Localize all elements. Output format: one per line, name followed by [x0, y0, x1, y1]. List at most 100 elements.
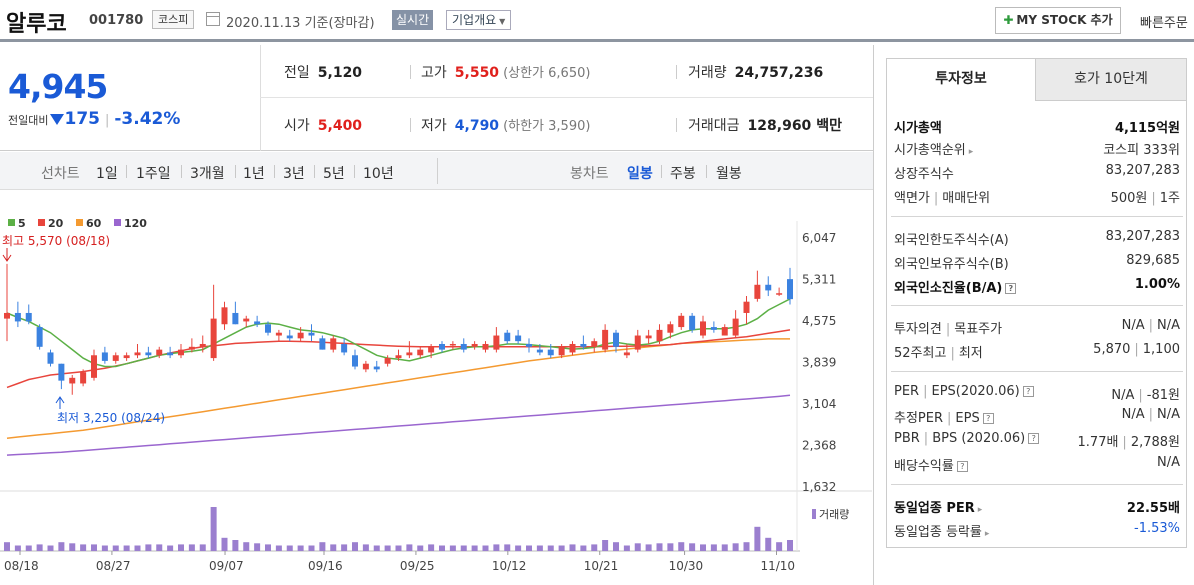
- volume-bar: [721, 544, 728, 551]
- legend-label: 5: [18, 217, 26, 230]
- x-tick-label: 10/21: [584, 559, 619, 573]
- range-1y[interactable]: 1년: [243, 166, 265, 182]
- candle-body: [275, 332, 282, 336]
- volume-bar: [580, 545, 587, 551]
- volume-bar: [395, 545, 402, 551]
- help-icon[interactable]: ?: [1028, 433, 1040, 444]
- legend-swatch: [8, 219, 15, 226]
- price-change: 전일대비 175 | -3.42%: [8, 109, 181, 129]
- volume-bar: [547, 545, 554, 551]
- listed-shares-row: 상장주식수 83,207,283: [894, 163, 1180, 182]
- volume-bar: [732, 543, 739, 551]
- volume-bar: [4, 542, 10, 551]
- add-my-stock-button[interactable]: ✚ MY STOCK 추가: [995, 7, 1121, 34]
- low-annotation: 최저 3,250 (08/24): [57, 411, 165, 425]
- candle-body: [700, 321, 706, 336]
- candle-body: [613, 332, 619, 347]
- volume-bar: [482, 545, 489, 551]
- candle-body: [569, 343, 576, 353]
- volume-bar: [776, 542, 783, 551]
- candle-body: [36, 327, 43, 347]
- prev-close: 전일 5,120: [284, 65, 363, 81]
- volume-bar: [710, 544, 717, 551]
- line-chart-label: 선차트: [41, 166, 80, 182]
- volume-legend-swatch: [812, 509, 816, 519]
- candle-body: [743, 301, 750, 313]
- volume-bar: [634, 543, 641, 551]
- week52-row: 52주최고 | 최저 5,870 | 1,100: [894, 342, 1180, 361]
- help-icon[interactable]: ?: [956, 461, 968, 472]
- candle-body: [4, 312, 10, 319]
- volume-bar: [308, 545, 315, 551]
- volume-bar: [232, 540, 239, 551]
- candle-body: [188, 346, 195, 350]
- realtime-button[interactable]: 실시간: [392, 10, 434, 30]
- candle-daily[interactable]: 일봉: [627, 166, 653, 182]
- range-3m[interactable]: 3개월: [190, 166, 225, 182]
- stock-header: 알루코 001780 코스피 2020.11.13 기준(장마감) 실시간 기업…: [0, 0, 1194, 42]
- company-overview-dropdown[interactable]: 기업개요 ▼: [446, 10, 512, 30]
- candle-body: [232, 312, 239, 325]
- candle-body: [167, 352, 174, 356]
- candle-body: [69, 377, 76, 384]
- legend-label: 120: [124, 217, 147, 230]
- candle-weekly[interactable]: 주봉: [670, 166, 696, 182]
- range-1w[interactable]: 1주일: [136, 166, 171, 182]
- volume-bar: [471, 545, 478, 551]
- pbr-bps-row: PBR | BPS (2020.06)? 1.77배 | 2,788원: [894, 431, 1180, 450]
- candle-body: [406, 352, 413, 356]
- range-3y[interactable]: 3년: [283, 166, 305, 182]
- candle-body: [178, 349, 184, 356]
- candle-body: [721, 327, 728, 336]
- range-10y[interactable]: 10년: [363, 166, 394, 182]
- candle-body: [591, 341, 598, 347]
- volume-bar: [743, 542, 750, 551]
- volume-bar: [787, 540, 793, 551]
- volume-bar: [14, 545, 21, 551]
- candle-monthly[interactable]: 월봉: [716, 166, 742, 182]
- volume-bar: [112, 545, 119, 551]
- candle-body: [395, 355, 402, 359]
- legend-swatch: [76, 219, 83, 226]
- volume-bar: [210, 507, 217, 551]
- candle-body: [145, 352, 152, 356]
- candle-body: [47, 352, 54, 364]
- volume-bar: [275, 545, 282, 551]
- candle-body: [352, 355, 358, 367]
- quick-order-link[interactable]: 빠른주문: [1140, 16, 1188, 31]
- x-tick-label: 09/07: [209, 559, 244, 573]
- candle-body: [319, 338, 326, 350]
- sector-per-row[interactable]: 동일업종 PER ▸ 22.55배: [894, 501, 1180, 516]
- volume-bar: [569, 544, 576, 551]
- opinion-row: 투자의견 | 목표주가 N/A | N/A: [894, 318, 1180, 337]
- range-5y[interactable]: 5년: [323, 166, 345, 182]
- volume-bar: [58, 542, 65, 551]
- range-1d[interactable]: 1일: [96, 166, 118, 182]
- volume-bar: [362, 544, 369, 551]
- volume-bar: [265, 544, 271, 551]
- reference-date: 2020.11.13 기준(장마감): [226, 16, 375, 31]
- candle-body: [439, 343, 445, 350]
- candle-body: [471, 343, 478, 347]
- volume-bar: [667, 543, 674, 551]
- tab-order-book[interactable]: 호가 10단계: [1036, 59, 1186, 101]
- volume-bar: [80, 544, 87, 551]
- volume-bar: [515, 545, 522, 551]
- high-arrow-head: [2, 254, 12, 262]
- x-tick-label: 10/30: [669, 559, 704, 573]
- stock-code: 001780: [89, 13, 144, 28]
- chart-toolbar: 선차트 1일 1주일 3개월 1년 3년 5년 10년 봉차트 일봉 주봉 월봉: [0, 152, 874, 190]
- tab-investment-info[interactable]: 투자정보: [887, 59, 1036, 101]
- candle-body: [754, 284, 761, 299]
- candle-body: [526, 343, 532, 347]
- help-icon[interactable]: ?: [1005, 283, 1017, 294]
- x-tick-label: 11/10: [760, 559, 795, 573]
- cap-rank-row[interactable]: 시가총액순위 ▸ 코스피 333위: [894, 143, 1180, 158]
- help-icon[interactable]: ?: [982, 413, 994, 424]
- sector-change-row[interactable]: 동일업종 등락률 ▸ -1.53%: [894, 521, 1180, 540]
- calendar-icon: [206, 12, 220, 26]
- help-icon[interactable]: ?: [1022, 386, 1034, 397]
- x-tick-label: 10/12: [492, 559, 527, 573]
- volume-bar: [493, 544, 500, 551]
- low-arrow-head: [55, 396, 65, 404]
